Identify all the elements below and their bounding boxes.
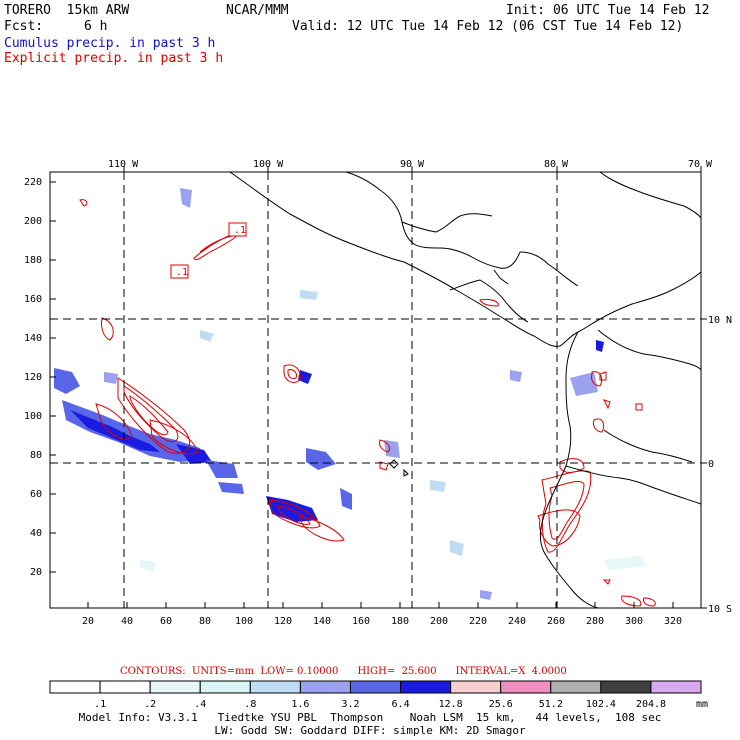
colorbar-swatch [500,680,552,694]
contour-label-box-1 [170,264,189,279]
colorbar-unit: mm [696,699,709,710]
model-info-line2: LW: Godd SW: Goddard DIFF: simple KM: 2D… [214,724,526,737]
colorbar-swatch [400,680,452,694]
x-tick-label: 100 [235,616,254,627]
lat-label-0: 0 [708,459,715,470]
lon-label-80w: 80 W [544,159,569,170]
colorbar-swatch [550,680,602,694]
lat-label-10s: 10 S [708,604,733,615]
colorbar-label: 25.6 [488,699,513,710]
colorbar-label: 6.4 [391,699,410,710]
y-tick-label: 60 [30,489,43,500]
colorbar [49,680,702,694]
x-tick-label: 40 [121,616,134,627]
colorbar-label: 51.2 [538,699,563,710]
colorbar-label: .1 [94,699,107,710]
colorbar-swatch [49,680,101,694]
x-tick-label: 320 [664,616,683,627]
y-tick-label: 20 [30,567,43,578]
x-tick-label: 140 [313,616,332,627]
y-tick-label: 160 [24,294,43,305]
contour-label-1: .1 [176,267,189,278]
x-tick-label: 180 [391,616,410,627]
x-tick-label: 240 [508,616,527,627]
valid-time: Valid: 12 UTC Tue 14 Feb 12 (06 CST Tue … [292,19,684,34]
y-tick-label: 200 [24,216,43,227]
explicit-precip-contours [79,199,656,607]
colorbar-label: 12.8 [438,699,463,710]
colorbar-label: .2 [144,699,157,710]
contour-label-2: .1 [234,225,247,236]
explicit-legend: Explicit precip. in past 3 h [4,51,224,66]
model-info-line1: Model Info: V3.3.1 Tiedtke YSU PBL Thomp… [78,711,662,724]
colorbar-swatch [249,680,301,694]
y-tick-label: 180 [24,255,43,266]
lat-label-10n: 10 N [708,315,733,326]
x-tick-label: 260 [547,616,566,627]
y-tick-label: 40 [30,528,43,539]
graticule [50,172,701,608]
lon-label-110w: 110 W [108,159,139,170]
colorbar-label: 3.2 [341,699,360,710]
colorbar-swatch [299,680,351,694]
colorbar-swatch [99,680,151,694]
colorbar-swatch [450,680,502,694]
y-tick-label: 140 [24,333,43,344]
x-tick-label: 60 [160,616,173,627]
x-tick-label: 300 [625,616,644,627]
x-tick-label: 160 [352,616,371,627]
colorbar-label: .8 [244,699,257,710]
forecast-value: 6 h [84,19,108,34]
y-tick-label: 80 [30,450,43,461]
colorbar-label: .4 [194,699,207,710]
x-tick-label: 120 [274,616,293,627]
forecast-label: Fcst: [4,19,44,34]
contour-info: CONTOURS: UNITS=mm LOW= 0.10000 HIGH= 25… [120,666,567,677]
y-tick-label: 220 [24,177,43,188]
lon-label-100w: 100 W [253,159,284,170]
x-tick-label: 20 [82,616,95,627]
colorbar-swatch [600,680,652,694]
x-tick-label: 280 [586,616,605,627]
x-tick-label: 80 [199,616,212,627]
map-frame [49,171,702,609]
axis-ticks [50,166,707,609]
y-tick-label: 100 [24,411,43,422]
init-time: Init: 06 UTC Tue 14 Feb 12 [506,3,710,18]
y-tick-label: 120 [24,372,43,383]
contour-label-box-2 [228,222,247,237]
colorbar-swatch [349,680,402,694]
model-title: TORERO 15km ARW [4,3,130,18]
x-tick-label: 220 [469,616,488,627]
coastlines [229,171,702,609]
lon-label-70w: 70 W [688,159,713,170]
colorbar-swatch [199,680,251,694]
colorbar-label: 204.8 [635,699,667,710]
center-label: NCAR/MMM [226,3,289,18]
colorbar-label: 1.6 [291,699,310,710]
colorbar-swatch [149,680,201,694]
colorbar-label: 102.4 [585,699,616,710]
cumulus-legend: Cumulus precip. in past 3 h [4,36,216,51]
colorbar-swatch [650,680,702,694]
lon-label-90w: 90 W [400,159,425,170]
x-tick-label: 200 [430,616,449,627]
